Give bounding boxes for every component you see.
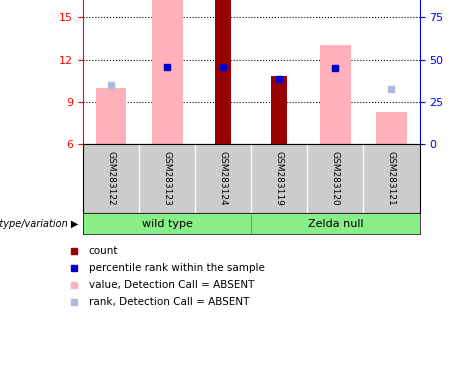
Bar bbox=[376, 112, 407, 144]
Bar bbox=[95, 88, 126, 144]
Text: GSM283124: GSM283124 bbox=[219, 151, 228, 206]
Bar bbox=[272, 76, 287, 144]
Bar bbox=[251, 213, 420, 234]
Text: genotype/variation ▶: genotype/variation ▶ bbox=[0, 218, 78, 229]
Bar bbox=[215, 0, 231, 144]
Text: wild type: wild type bbox=[142, 218, 193, 229]
Text: count: count bbox=[89, 245, 118, 256]
Text: GSM283122: GSM283122 bbox=[106, 151, 116, 206]
Text: rank, Detection Call = ABSENT: rank, Detection Call = ABSENT bbox=[89, 297, 249, 308]
Bar bbox=[320, 45, 351, 144]
Text: percentile rank within the sample: percentile rank within the sample bbox=[89, 263, 265, 273]
Text: Zelda null: Zelda null bbox=[307, 218, 363, 229]
Text: GSM283119: GSM283119 bbox=[275, 151, 284, 206]
Text: value, Detection Call = ABSENT: value, Detection Call = ABSENT bbox=[89, 280, 254, 290]
Text: GSM283120: GSM283120 bbox=[331, 151, 340, 206]
Text: GSM283123: GSM283123 bbox=[163, 151, 171, 206]
Bar bbox=[152, 0, 183, 144]
Bar bbox=[83, 213, 251, 234]
Text: GSM283121: GSM283121 bbox=[387, 151, 396, 206]
